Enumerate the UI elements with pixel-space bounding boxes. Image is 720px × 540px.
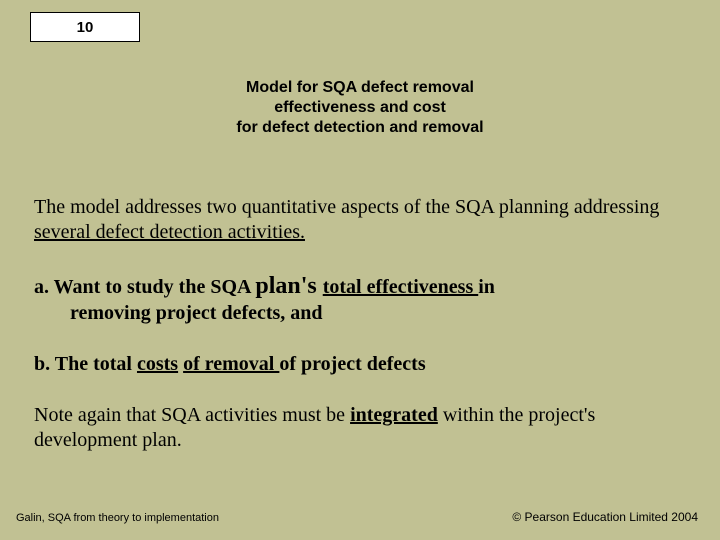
title-line-1: Model for SQA defect removal: [0, 78, 720, 98]
title-line-3: for defect detection and removal: [0, 118, 720, 138]
footer-right: © Pearson Education Limited 2004: [512, 510, 698, 524]
p3-lead: b. The total: [34, 353, 137, 375]
p2-tail-b: removing project defects, and: [34, 301, 686, 326]
p2-plan: plan's: [255, 273, 322, 299]
paragraph-intro: The model addresses two quantitative asp…: [34, 195, 686, 245]
p3-costs: costs: [137, 353, 178, 375]
paragraph-note: Note again that SQA activities must be i…: [34, 403, 686, 453]
p1-underline: several defect detection activities.: [34, 221, 305, 243]
p4-a: Note again that SQA activities must be: [34, 404, 350, 426]
slide-number-box: 10: [30, 12, 140, 42]
p1-text-a: The model addresses two quantitative asp…: [34, 196, 659, 218]
paragraph-item-b: b. The total costs of removal of project…: [34, 352, 686, 377]
p2-lead: a. Want to study the SQA: [34, 276, 255, 298]
p3-tail: of project defects: [279, 353, 425, 375]
body-content: The model addresses two quantitative asp…: [34, 195, 686, 479]
p3-removal: of removal: [183, 353, 279, 375]
p2-effectiveness: total effectiveness: [323, 276, 479, 298]
p2-tail-a: in: [478, 276, 495, 298]
footer-left: Galin, SQA from theory to implementation: [16, 512, 219, 524]
paragraph-item-a: a. Want to study the SQA plan's total ef…: [34, 271, 686, 326]
p4-integrated: integrated: [350, 404, 438, 426]
slide-number: 10: [77, 19, 94, 36]
title-line-2: effectiveness and cost: [0, 98, 720, 118]
slide-title: Model for SQA defect removal effectivene…: [0, 78, 720, 138]
